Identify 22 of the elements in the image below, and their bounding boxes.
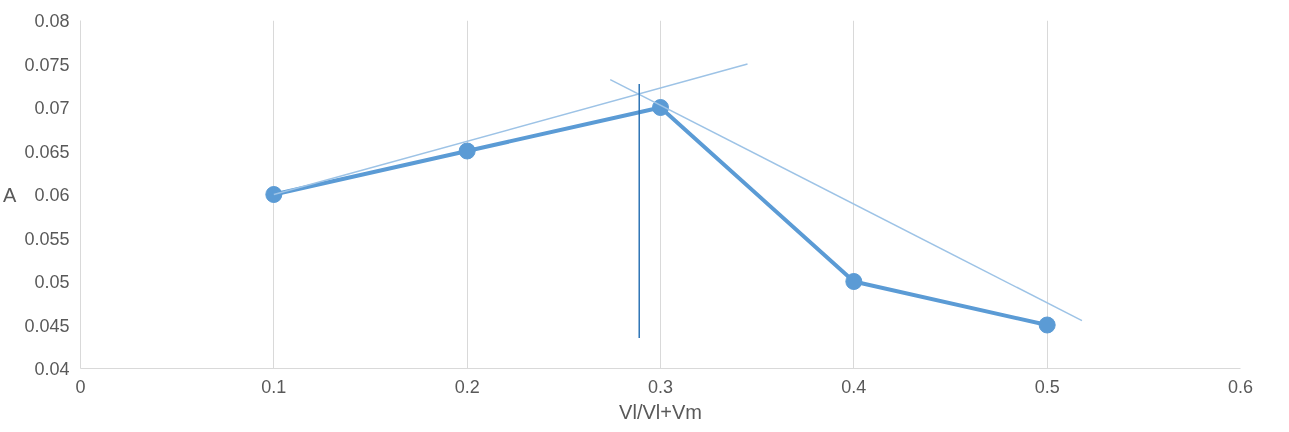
y-tick-label: 0.07: [34, 98, 70, 118]
x-tick-label: 0.6: [1227, 376, 1254, 397]
y-tick-label: 0.08: [34, 11, 70, 31]
y-tick-label: 0.06: [34, 185, 70, 205]
point: [845, 273, 863, 290]
y-tick-label: 0.055: [24, 228, 70, 249]
y-tick-label: 0.04: [34, 359, 70, 379]
x-tick-label: 0: [75, 376, 86, 397]
x-tick-label: 0.5: [1034, 376, 1060, 397]
x-tick-label: 0.1: [261, 376, 287, 397]
point: [1038, 316, 1056, 334]
y-tick-label: 0.05: [34, 272, 70, 292]
x-tick-label: 0.3: [647, 376, 674, 397]
y-tick-label: 0.075: [24, 54, 70, 75]
x-axis-title: Vl/Vl+Vm: [619, 400, 702, 423]
x-tick-label: 0.2: [454, 376, 480, 397]
y-axis-title: A: [3, 183, 18, 206]
x-tick-label: 0.4: [841, 376, 867, 397]
point: [458, 142, 476, 160]
y-tick-label: 0.045: [24, 315, 70, 336]
point: [265, 186, 283, 203]
y-tick-label: 0.065: [24, 141, 70, 162]
